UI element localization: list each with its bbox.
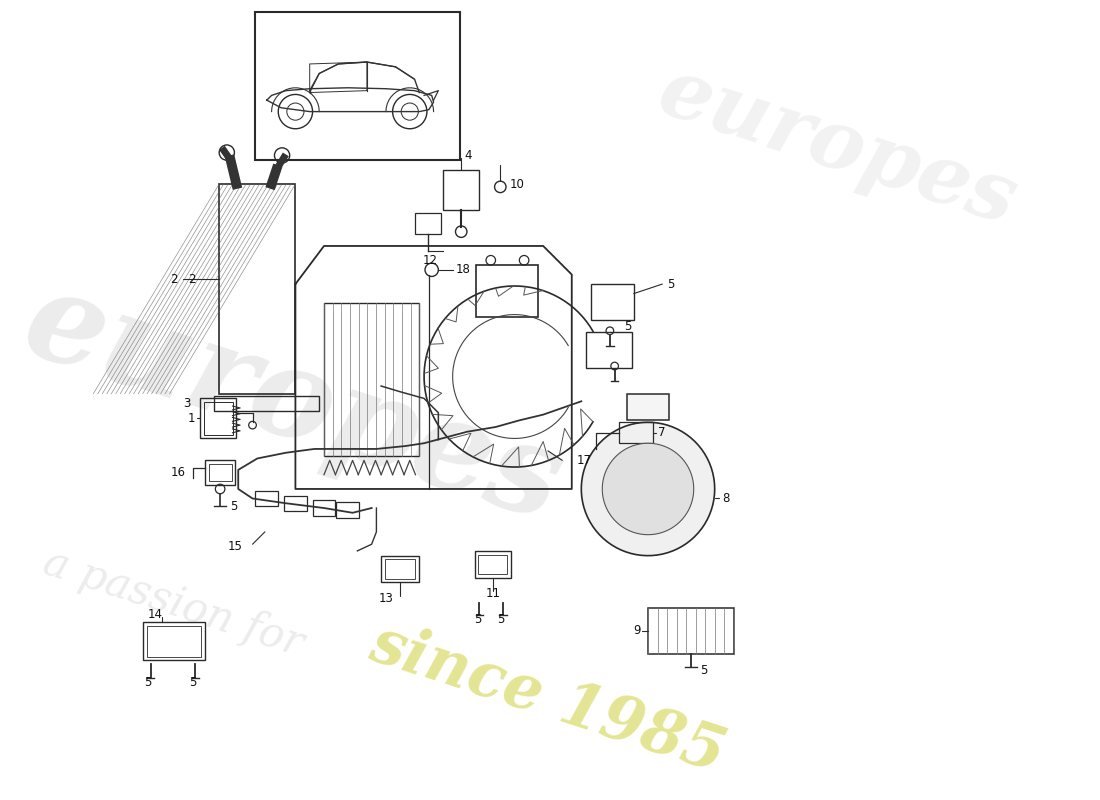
Text: 1: 1 [188, 412, 196, 425]
Bar [415, 213, 441, 234]
Text: 8: 8 [723, 492, 729, 505]
Bar [648, 608, 734, 654]
Text: 4: 4 [464, 149, 472, 162]
Text: 16: 16 [170, 466, 186, 479]
Text: 5: 5 [189, 676, 196, 689]
Bar [586, 332, 631, 368]
Bar [385, 559, 416, 578]
Text: 5: 5 [624, 321, 631, 334]
Text: europes: europes [10, 259, 576, 547]
Bar [284, 496, 307, 511]
Text: europes: europes [648, 50, 1026, 242]
Bar [619, 422, 652, 443]
Text: 18: 18 [455, 263, 471, 276]
Text: 3: 3 [184, 397, 190, 410]
Bar [200, 398, 236, 438]
Bar [146, 626, 201, 657]
Bar [337, 502, 360, 518]
Text: 14: 14 [147, 608, 163, 622]
Bar [214, 395, 319, 411]
Text: 5: 5 [474, 613, 481, 626]
Bar [255, 13, 460, 160]
Text: 11: 11 [486, 587, 502, 600]
Text: 5: 5 [701, 663, 707, 677]
Bar [627, 394, 669, 420]
Polygon shape [581, 422, 715, 556]
Bar [478, 554, 507, 574]
Text: 5: 5 [497, 613, 505, 626]
Text: 2: 2 [188, 273, 195, 286]
Bar [219, 184, 296, 394]
Text: 5: 5 [144, 676, 152, 689]
Bar [143, 622, 205, 661]
Text: 9: 9 [632, 625, 640, 638]
Text: 5: 5 [230, 500, 236, 513]
Text: 2: 2 [169, 273, 177, 286]
Text: 7: 7 [658, 426, 666, 439]
Circle shape [637, 478, 659, 500]
Text: 17: 17 [576, 454, 592, 467]
Circle shape [644, 484, 652, 494]
Bar [209, 464, 232, 482]
Bar [443, 170, 480, 210]
Text: 12: 12 [422, 254, 438, 266]
Bar [255, 491, 278, 506]
Text: 5: 5 [667, 278, 674, 290]
Bar [204, 402, 232, 434]
Text: a passion for: a passion for [39, 542, 309, 665]
Bar [476, 265, 538, 318]
Text: 13: 13 [378, 592, 394, 605]
Text: since 1985: since 1985 [362, 613, 733, 784]
Bar [205, 460, 235, 485]
Bar [474, 551, 510, 578]
Bar [312, 500, 336, 516]
Polygon shape [603, 443, 694, 534]
Bar [324, 303, 419, 456]
Text: 10: 10 [509, 178, 525, 190]
Text: 15: 15 [228, 540, 243, 553]
Bar [382, 556, 419, 582]
Bar [591, 284, 634, 320]
